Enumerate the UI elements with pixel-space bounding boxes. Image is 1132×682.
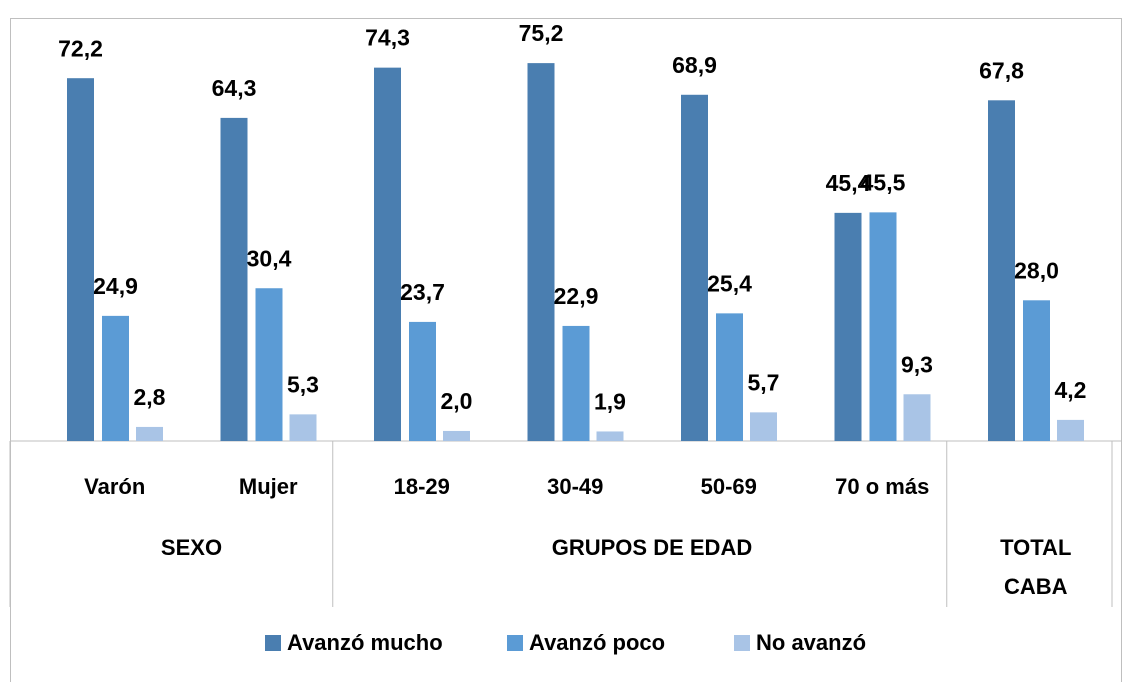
bar <box>136 426 163 441</box>
bar <box>903 394 931 441</box>
group-label: TOTAL CABA <box>1000 535 1071 599</box>
bar <box>409 321 436 441</box>
bar <box>1023 300 1050 441</box>
legend-label: Avanzó poco <box>529 630 665 655</box>
x-tick-label: 30-49 <box>547 474 603 499</box>
value-label: 74,3 <box>365 25 410 51</box>
bar <box>527 63 555 442</box>
bar <box>255 288 283 441</box>
group-label: SEXO <box>161 535 222 560</box>
group-label-line: CABA <box>1004 574 1068 599</box>
bar <box>443 430 470 441</box>
value-label: 23,7 <box>400 279 445 305</box>
value-label: 30,4 <box>247 245 292 271</box>
bar <box>1057 419 1084 441</box>
value-label: 28,0 <box>1014 257 1059 283</box>
x-tick-label: 50-69 <box>701 474 757 499</box>
legend-label: Avanzó mucho <box>287 630 443 655</box>
legend-swatch <box>734 635 750 651</box>
legend-swatch <box>507 635 523 651</box>
bar <box>562 325 590 441</box>
value-label: 68,9 <box>672 52 717 78</box>
legend-label: No avanzó <box>756 630 866 655</box>
group-label: GRUPOS DE EDAD <box>552 535 752 560</box>
value-label: 67,8 <box>979 57 1024 83</box>
value-label: 22,9 <box>554 283 599 309</box>
value-label: 45,4 <box>826 170 871 196</box>
bar <box>716 313 743 441</box>
bar <box>869 212 897 441</box>
bar <box>220 117 248 441</box>
value-label: 5,3 <box>287 371 319 397</box>
x-tick-label: 70 o más <box>835 474 929 499</box>
bar <box>289 414 317 441</box>
bar <box>681 94 708 441</box>
value-label: 72,2 <box>58 35 103 61</box>
value-label: 45,5 <box>861 169 906 195</box>
value-label: 75,2 <box>519 20 564 46</box>
value-label: 1,9 <box>594 389 626 415</box>
value-label: 2,8 <box>134 384 166 410</box>
x-tick-label: Mujer <box>239 474 298 499</box>
value-label: 24,9 <box>93 273 138 299</box>
value-label: 2,0 <box>441 388 473 414</box>
chart-frame <box>10 18 1122 682</box>
x-tick-label: 18-29 <box>394 474 450 499</box>
value-label: 9,3 <box>901 351 933 377</box>
bar <box>596 431 624 441</box>
bar <box>374 67 401 441</box>
x-tick-label: Varón <box>84 474 145 499</box>
legend-swatch <box>265 635 281 651</box>
bar <box>834 212 862 441</box>
value-label: 64,3 <box>212 75 257 101</box>
bar <box>102 315 129 441</box>
value-label: 5,7 <box>748 369 780 395</box>
group-label-line: TOTAL <box>1000 535 1071 560</box>
value-label: 4,2 <box>1055 377 1087 403</box>
bar <box>67 78 94 441</box>
value-label: 25,4 <box>707 270 752 296</box>
bar <box>988 100 1015 442</box>
bar <box>750 412 777 441</box>
